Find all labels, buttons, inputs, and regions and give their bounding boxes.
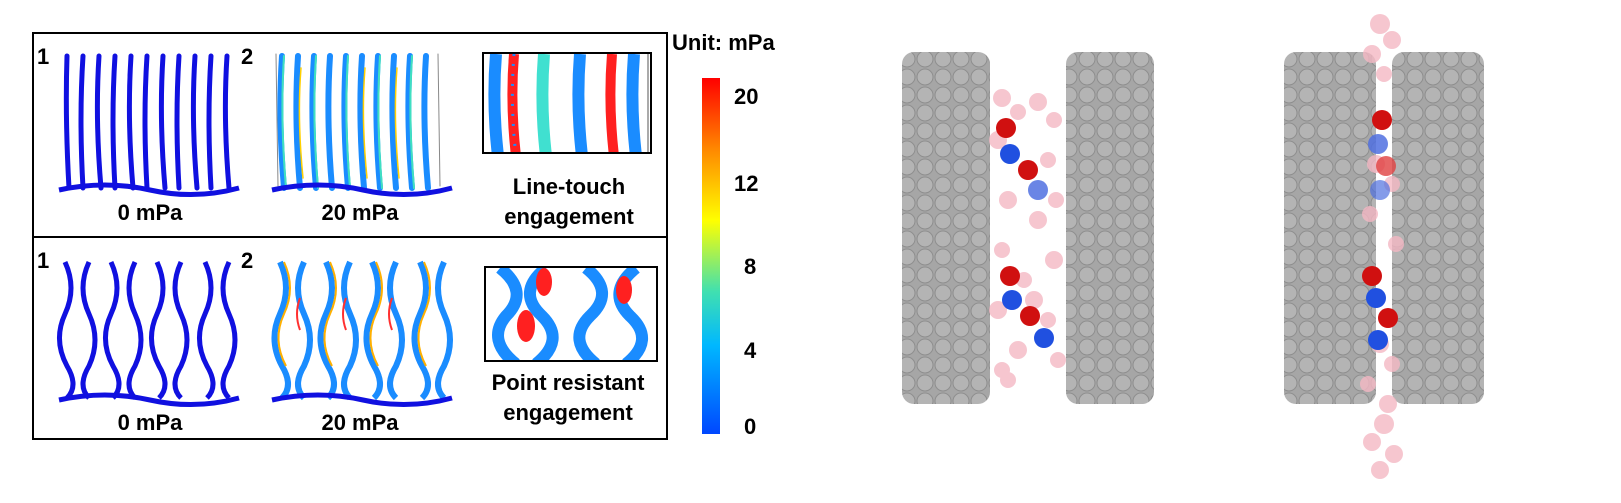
bottom-panel1-fibers xyxy=(57,260,240,407)
colorbar-unit-label: Unit: mPa xyxy=(672,30,775,55)
bottom-description: Point resistant engagement xyxy=(470,368,666,428)
bottom-panel2-caption: 20 mPa xyxy=(321,410,399,435)
molecular-model-wide-gap xyxy=(902,52,1154,404)
bottom-panel2-fibers xyxy=(271,260,453,407)
bottom-panel2-number: 2 xyxy=(241,248,254,273)
colorbar-tick-20: 20 xyxy=(734,84,759,109)
colorbar-tick-4: 4 xyxy=(744,338,757,363)
bottom-inset-point-resistant xyxy=(484,266,658,362)
top-panel1-number: 1 xyxy=(37,44,50,69)
top-description: Line-touch engagement xyxy=(476,172,662,232)
molecular-model-narrow-gap xyxy=(1284,14,1484,479)
bottom-panel1-caption: 0 mPa xyxy=(117,410,183,435)
colorbar-tick-8: 8 xyxy=(744,254,757,279)
top-panel2-number: 2 xyxy=(241,44,254,69)
top-description-line2: engagement xyxy=(504,204,634,229)
top-panel1-caption: 0 mPa xyxy=(117,200,183,225)
top-panel2-fibers xyxy=(271,53,453,197)
bottom-description-line2: engagement xyxy=(503,400,633,425)
colorbar-tick-12: 12 xyxy=(734,171,759,196)
top-description-line1: Line-touch xyxy=(512,174,626,199)
top-panel2-caption: 20 mPa xyxy=(321,200,399,225)
top-inset-line-touch xyxy=(482,52,652,154)
bottom-description-line1: Point resistant xyxy=(491,370,645,395)
top-panel1-fibers xyxy=(58,53,240,197)
bottom-panel1-number: 1 xyxy=(37,248,50,273)
colorbar-tick-0: 0 xyxy=(744,414,757,439)
colorbar-gradient xyxy=(702,78,720,434)
